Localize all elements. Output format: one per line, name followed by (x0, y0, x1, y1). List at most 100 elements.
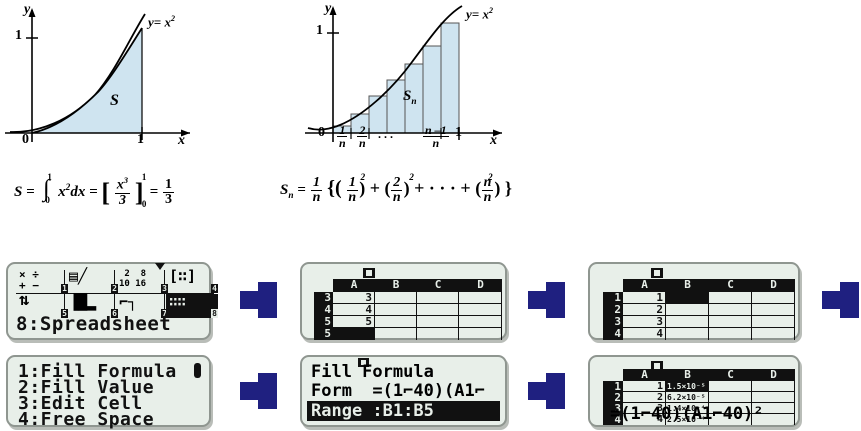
spreadsheet-grid-scrolled[interactable]: A B C D 3 4 5 5 3 4 5 (309, 268, 502, 340)
menu-item-edit-cell[interactable]: 3:Edit Cell (18, 393, 143, 414)
cell-D6[interactable] (459, 328, 502, 340)
cell-A1[interactable]: 1 (623, 292, 666, 304)
screen-main-menu[interactable]: × ÷ + − 1 ▤╱ 2 2 8 10 16 3 [∷] 4 ⇅ 5 ▐█▂… (6, 262, 218, 340)
menu-item-complex[interactable]: ▤╱ 2 (66, 269, 118, 293)
cell-B4[interactable]: 2.5×10⁻⁴ (666, 414, 709, 425)
cell-C6[interactable] (417, 328, 459, 340)
cell-A1[interactable]: 1 (623, 381, 666, 392)
spreadsheet-grid-b1[interactable]: A B C D 1 2 3 4 1 2 3 4 (597, 268, 795, 340)
menu-item-distribution[interactable]: ⌐┐ 7 (116, 294, 168, 318)
cell-C1[interactable] (709, 292, 752, 304)
cell-A4[interactable]: 4 (623, 328, 666, 340)
cell-A2[interactable]: 2 (623, 392, 666, 403)
cell-D3[interactable] (752, 403, 795, 414)
menu-item-statistics[interactable]: ▐█▂ 6 (66, 294, 118, 318)
cell-A4[interactable]: 4 (333, 304, 375, 316)
cell-A3[interactable]: 3 (623, 403, 666, 414)
cell-C4[interactable] (417, 304, 459, 316)
cell-C2[interactable] (709, 392, 752, 403)
cell-D1[interactable] (752, 292, 795, 304)
cell-A3[interactable]: 3 (333, 292, 375, 304)
cell-D1[interactable] (752, 381, 795, 392)
cell-B4[interactable] (375, 304, 417, 316)
col-header-A: A (333, 279, 375, 292)
row-header-3: 3 (603, 316, 623, 328)
menu-item-fill-formula[interactable]: 1:Fill Formula (18, 361, 177, 382)
cell-B2[interactable] (666, 304, 709, 316)
term2-den: n (392, 190, 401, 206)
screen-edit-menu[interactable]: 1:Fill Formula 2:Fill Value 3:Edit Cell … (6, 355, 211, 430)
cell-B3[interactable] (375, 292, 417, 304)
menu-item-vector[interactable]: ⇅ 5 (16, 292, 68, 318)
row-header-1: 1 (603, 292, 623, 304)
menu-selected-label: 8:Spreadsheet (16, 313, 172, 335)
screen-fill-formula-dialog[interactable]: Fill Formula Form =(1⌐40)(A1⌐ Range :B1:… (300, 355, 507, 427)
cell-A4[interactable]: 4 (623, 414, 666, 425)
cell-B3[interactable]: 1.4×10⁻⁴ (666, 403, 709, 414)
tick1-num: 1 (337, 123, 348, 138)
cell-A6-selected[interactable] (333, 328, 375, 340)
figure-area-under-curve: y x 0 1 1 S y= x2 (0, 0, 265, 150)
scrollbar-thumb[interactable] (194, 363, 201, 378)
integral-upper: 1 (47, 172, 52, 182)
term1-close: ) + ( (359, 178, 391, 199)
cell-D4[interactable] (459, 304, 502, 316)
menu-item-fill-value[interactable]: 2:Fill Value (18, 377, 155, 398)
cell-B6[interactable] (375, 328, 417, 340)
cell-B1-selected[interactable] (666, 292, 709, 304)
term2-num: 2 (391, 175, 403, 192)
menu-index-8: 8 (211, 309, 218, 318)
dialog-range-line[interactable]: Range :B1:B5 (307, 401, 500, 421)
cell-A2[interactable]: 2 (623, 304, 666, 316)
eq-left-equals3: = (149, 184, 159, 200)
right-origin-label: 0 (318, 125, 325, 140)
screen-sheet-scrolled[interactable]: A B C D 3 4 5 5 3 4 5 (300, 262, 507, 340)
cell-D5[interactable] (459, 316, 502, 328)
menu-index-6: 6 (111, 309, 118, 318)
cell-B1-selected[interactable]: 1.5×10⁻⁵ (666, 381, 709, 392)
menu-item-spreadsheet[interactable]: ∷∷ 8 (166, 294, 218, 318)
term1-exp: 2 (360, 173, 366, 184)
cell-B4[interactable] (666, 328, 709, 340)
cell-D4[interactable] (752, 328, 795, 340)
cell-B2[interactable]: 6.2×10⁻⁵ (666, 392, 709, 403)
cell-B3[interactable] (666, 316, 709, 328)
cell-D2[interactable] (752, 304, 795, 316)
flow-arrow-3 (822, 282, 860, 318)
cell-A5[interactable]: 5 (333, 316, 375, 328)
dialog-form-line[interactable]: Form =(1⌐40)(A1⌐ (311, 381, 485, 401)
menu-item-calculate[interactable]: × ÷ + − 1 (16, 269, 68, 293)
menu-item-matrix[interactable]: [∷] 4 (166, 269, 218, 293)
cell-D4[interactable] (752, 414, 795, 425)
cell-D3[interactable] (752, 316, 795, 328)
menu-item-base-n[interactable]: 2 8 10 16 3 (116, 269, 168, 293)
cell-C3[interactable] (709, 316, 752, 328)
cell-A3[interactable]: 3 (623, 316, 666, 328)
cell-D2[interactable] (752, 392, 795, 403)
eq-left-integrand: x (58, 184, 66, 200)
screen-sheet-b1-selected[interactable]: A B C D 1 2 3 4 1 2 3 4 (588, 262, 800, 340)
cell-C3[interactable] (417, 292, 459, 304)
cell-D3[interactable] (459, 292, 502, 304)
cell-C5[interactable] (417, 316, 459, 328)
cell-C2[interactable] (709, 304, 752, 316)
cell-C4[interactable] (709, 328, 752, 340)
bracket-num-x: x (116, 178, 124, 194)
screen-sheet-results[interactable]: A B C D 1 2 3 4 1 1.5×10⁻⁵ 2 6.2×10⁻⁵ 3 … (588, 355, 800, 427)
bracket-upper: 1 (141, 172, 147, 182)
cell-C3[interactable] (709, 403, 752, 414)
menu-item-free-space[interactable]: 4:Free Space (18, 409, 155, 430)
formula-bar: =(1⌐40)(A1⌐40)² (610, 404, 764, 424)
right-y-axis-label: y (325, 1, 332, 16)
eq-right-S: S (280, 182, 289, 199)
col-header-C: C (417, 279, 459, 292)
left-graph-svg (5, 8, 190, 142)
row-header-6: 5 (314, 328, 333, 340)
eq-left-equals1: = (26, 184, 35, 200)
cell-C4[interactable] (709, 414, 752, 425)
cell-B5[interactable] (375, 316, 417, 328)
left-region-label: S (110, 92, 119, 109)
cell-C1[interactable] (709, 381, 752, 392)
spreadsheet-grid-results[interactable]: A B C D 1 2 3 4 1 1.5×10⁻⁵ 2 6.2×10⁻⁵ 3 … (597, 361, 795, 427)
